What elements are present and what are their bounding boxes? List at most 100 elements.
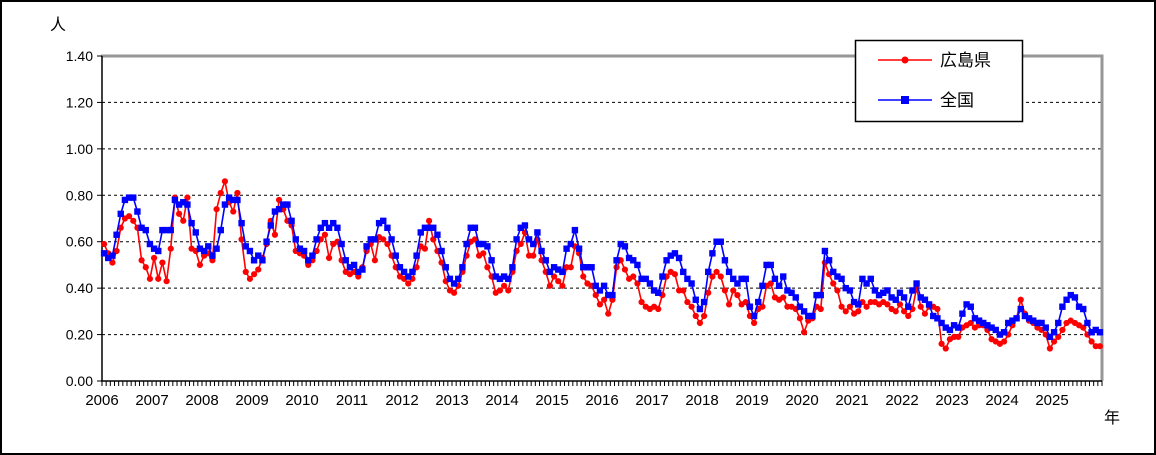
data-point-zenkoku (134, 208, 141, 215)
data-point-zenkoku (205, 243, 212, 250)
data-point-zenkoku (363, 243, 370, 250)
data-point-zenkoku (263, 238, 270, 245)
data-point-hiroshima (167, 245, 174, 252)
data-point-zenkoku (759, 282, 766, 290)
data-point-hiroshima (630, 273, 637, 280)
data-point-zenkoku (825, 257, 833, 264)
data-point-zenkoku (780, 273, 787, 280)
data-point-zenkoku (155, 247, 162, 255)
data-point-hiroshima (255, 266, 262, 273)
legend: 広島県 全国 (854, 39, 1024, 123)
data-point-zenkoku (805, 312, 812, 320)
data-point-zenkoku (746, 303, 754, 310)
data-point-hiroshima (234, 189, 241, 197)
data-point-zenkoku (650, 287, 658, 294)
data-point-hiroshima (230, 208, 237, 215)
data-point-hiroshima (217, 189, 224, 197)
data-point-zenkoku (259, 257, 266, 264)
data-point-zenkoku (575, 245, 583, 252)
data-point-hiroshima (242, 268, 249, 275)
data-point-zenkoku (555, 266, 562, 273)
y-axis-tick-label: 0.40 (66, 280, 93, 296)
data-point-zenkoku (380, 217, 387, 225)
data-point-zenkoku (1038, 319, 1045, 327)
data-point-hiroshima (321, 231, 329, 238)
data-point-hiroshima (730, 287, 737, 294)
data-point-hiroshima (125, 213, 133, 220)
legend-item-hiroshima: 広島県 (878, 51, 991, 70)
data-point-zenkoku (688, 280, 695, 287)
data-point-zenkoku (925, 301, 933, 308)
data-point-zenkoku (630, 257, 637, 264)
x-axis-tick-label: 2012 (385, 392, 418, 409)
data-point-zenkoku (405, 273, 412, 280)
data-point-zenkoku (471, 224, 479, 231)
y-axis-tick-label: 0.00 (66, 373, 93, 389)
data-point-zenkoku (592, 282, 599, 290)
data-point-hiroshima (721, 287, 729, 294)
data-point-zenkoku (684, 275, 691, 283)
data-point-hiroshima (496, 287, 504, 294)
data-point-zenkoku (313, 236, 320, 243)
x-axis-tick-label: 2007 (135, 392, 168, 409)
data-point-zenkoku (638, 275, 645, 283)
data-point-zenkoku (800, 308, 808, 315)
data-point-zenkoku (971, 315, 979, 322)
data-point-hiroshima (530, 252, 537, 259)
data-point-hiroshima (371, 257, 379, 264)
data-point-zenkoku (130, 194, 137, 201)
x-axis-tick-label: 2015 (535, 392, 568, 409)
data-point-hiroshima (155, 275, 162, 282)
data-point-zenkoku (600, 282, 608, 290)
data-point-zenkoku (755, 298, 762, 306)
data-point-zenkoku (163, 226, 170, 234)
data-point-zenkoku (680, 268, 687, 276)
data-point-zenkoku (1059, 303, 1066, 310)
data-point-zenkoku (796, 303, 804, 310)
data-point-hiroshima (605, 310, 612, 317)
data-point-zenkoku (1063, 296, 1070, 303)
data-point-zenkoku (930, 312, 937, 320)
data-point-zenkoku (321, 219, 329, 227)
data-point-zenkoku (771, 275, 779, 283)
data-point-hiroshima (596, 301, 604, 308)
data-point-hiroshima (271, 231, 279, 238)
y-axis-tick-label: 1.00 (66, 141, 93, 157)
data-point-zenkoku (413, 252, 420, 259)
data-point-zenkoku (267, 222, 274, 229)
data-point-zenkoku (517, 224, 524, 231)
data-point-zenkoku (271, 208, 279, 215)
data-point-hiroshima (1017, 296, 1024, 303)
data-point-zenkoku (571, 226, 579, 234)
data-point-zenkoku (917, 294, 924, 301)
x-axis-tick-label: 2016 (585, 392, 618, 409)
zenkoku-marker-swatch-icon (901, 96, 909, 104)
data-point-zenkoku (367, 236, 374, 243)
data-point-hiroshima (1096, 343, 1104, 350)
x-axis-tick-label: 2025 (1035, 392, 1068, 409)
data-point-zenkoku (538, 247, 545, 255)
data-point-zenkoku (125, 194, 133, 201)
data-point-zenkoku (496, 275, 504, 283)
x-axis-tick-label: 2023 (935, 392, 968, 409)
data-point-zenkoku (275, 206, 283, 213)
data-point-hiroshima (717, 273, 724, 280)
data-point-zenkoku (838, 275, 845, 283)
data-point-zenkoku (809, 312, 816, 320)
data-point-zenkoku (409, 268, 416, 276)
data-point-zenkoku (221, 201, 229, 208)
data-point-zenkoku (613, 257, 620, 264)
data-point-zenkoku (830, 268, 837, 276)
data-point-zenkoku (563, 245, 570, 252)
data-point-zenkoku (717, 238, 724, 245)
data-point-zenkoku (1067, 291, 1074, 299)
data-point-zenkoku (730, 275, 737, 283)
data-point-zenkoku (113, 231, 120, 238)
data-point-zenkoku (446, 275, 454, 283)
hiroshima-marker-swatch-icon (901, 56, 909, 64)
data-point-zenkoku (121, 196, 129, 204)
x-axis-tick-label: 2014 (485, 392, 518, 409)
data-point-zenkoku (921, 296, 929, 303)
data-point-zenkoku (284, 201, 291, 208)
data-point-hiroshima (1088, 338, 1095, 345)
